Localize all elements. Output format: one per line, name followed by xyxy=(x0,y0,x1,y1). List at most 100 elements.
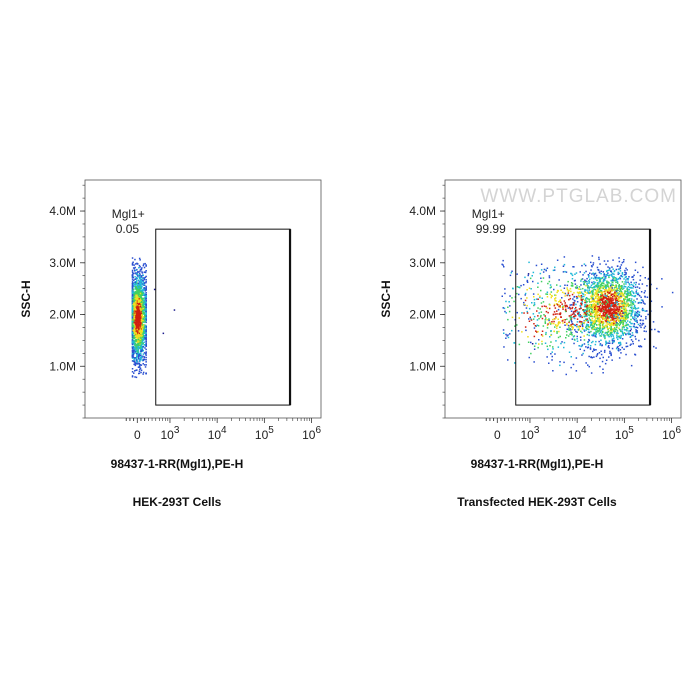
scatter-point xyxy=(619,321,621,323)
scatter-point xyxy=(601,284,604,287)
scatter-point xyxy=(605,273,608,276)
scatter-point xyxy=(594,319,596,321)
scatter-point xyxy=(131,348,134,350)
scatter-point xyxy=(596,277,598,279)
scatter-point xyxy=(142,330,145,333)
scatter-point xyxy=(145,361,147,363)
x-tick-label: 106 xyxy=(662,425,681,442)
scatter-point xyxy=(634,308,637,310)
scatter-point xyxy=(593,294,596,296)
scatter-point xyxy=(138,304,141,307)
scatter-point xyxy=(142,283,144,286)
x-tick-exp: 6 xyxy=(675,425,681,436)
scatter-point xyxy=(610,274,613,276)
scatter-point xyxy=(140,283,143,285)
scatter-point xyxy=(613,308,616,310)
scatter-point xyxy=(601,296,603,299)
scatter-point xyxy=(131,291,134,294)
scatter-point xyxy=(620,336,622,338)
scatter-point xyxy=(134,364,137,366)
scatter-point xyxy=(142,339,145,341)
scatter-point xyxy=(625,273,627,276)
scatter-point xyxy=(585,346,587,348)
scatter-point xyxy=(533,348,536,350)
scatter-point xyxy=(587,314,589,316)
gate-name: Mgl1+ xyxy=(472,207,505,221)
scatter-point xyxy=(142,297,144,300)
scatter-point xyxy=(586,282,588,285)
scatter-point xyxy=(572,323,574,325)
scatter-point xyxy=(595,310,597,313)
scatter-point xyxy=(139,274,141,276)
scatter-point xyxy=(616,303,619,306)
scatter-point xyxy=(541,297,543,299)
scatter-point xyxy=(134,302,136,304)
scatter-point xyxy=(605,297,607,299)
scatter-point xyxy=(627,298,629,301)
scatter-point xyxy=(142,358,145,361)
scatter-point xyxy=(630,314,633,316)
scatter-point xyxy=(145,313,147,316)
scatter-point xyxy=(617,338,619,341)
scatter-point xyxy=(513,342,515,344)
scatter-point xyxy=(577,313,579,315)
scatter-point xyxy=(508,310,511,313)
scatter-point xyxy=(602,326,604,328)
scatter-point xyxy=(551,321,553,323)
scatter-point xyxy=(143,344,146,346)
scatter-point xyxy=(609,302,612,304)
scatter-point xyxy=(575,272,578,274)
scatter-point xyxy=(581,298,583,301)
scatter-point xyxy=(143,278,146,281)
scatter-point xyxy=(592,350,594,353)
scatter-point xyxy=(135,299,138,302)
scatter-point xyxy=(145,348,147,351)
scatter-point xyxy=(142,306,144,308)
scatter-point xyxy=(602,294,604,296)
scatter-point xyxy=(603,311,605,314)
scatter-point xyxy=(604,277,606,280)
scatter-point xyxy=(533,315,536,318)
scatter-point xyxy=(134,270,136,272)
scatter-point xyxy=(587,324,590,326)
scatter-point xyxy=(516,292,518,295)
scatter-point xyxy=(570,331,572,333)
scatter-point xyxy=(535,330,537,332)
scatter-point xyxy=(605,314,607,316)
scatter-point xyxy=(507,334,509,336)
scatter-point xyxy=(579,271,581,273)
scatter-point xyxy=(509,295,511,297)
scatter-point xyxy=(139,368,141,371)
scatter-point xyxy=(596,282,599,284)
scatter-point xyxy=(145,286,147,289)
scatter-point xyxy=(138,281,141,284)
scatter-point xyxy=(133,359,135,361)
scatter-point xyxy=(507,336,510,339)
scatter-point xyxy=(576,287,578,289)
scatter-point xyxy=(594,281,596,284)
scatter-point xyxy=(556,327,558,329)
scatter-point xyxy=(143,338,145,341)
scatter-point xyxy=(574,329,576,331)
scatter-point xyxy=(583,322,585,324)
scatter-point xyxy=(615,304,617,307)
scatter-point xyxy=(656,287,658,290)
scatter-point xyxy=(648,277,650,280)
scatter-point xyxy=(594,285,597,287)
scatter-point xyxy=(593,315,595,318)
scatter-point xyxy=(608,307,611,309)
scatter-point xyxy=(578,312,580,315)
scatter-point xyxy=(554,353,556,355)
scatter-point xyxy=(602,334,605,336)
scatter-point xyxy=(601,315,603,317)
scatter-point xyxy=(599,309,601,312)
scatter-point xyxy=(593,299,596,302)
scatter-point xyxy=(574,315,577,317)
scatter-point xyxy=(589,313,592,315)
x-tick-exp: 4 xyxy=(221,425,227,436)
scatter-point xyxy=(625,313,627,316)
scatter-point xyxy=(606,331,609,334)
scatter-point xyxy=(578,314,580,317)
scatter-point xyxy=(615,281,617,284)
scatter-point xyxy=(140,276,143,278)
